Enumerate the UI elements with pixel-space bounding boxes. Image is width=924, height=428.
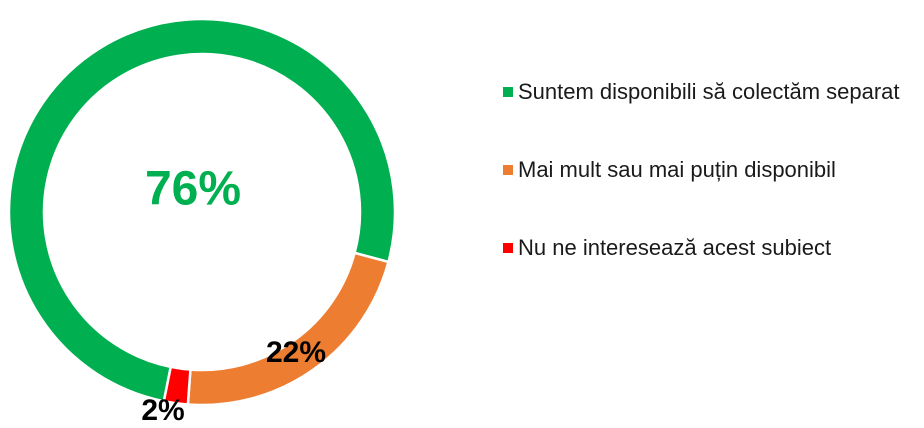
legend-item: Nu ne interesează acest subiect: [500, 230, 838, 265]
data-label: 22%: [266, 336, 326, 369]
donut-slice: [7, 17, 397, 403]
legend-item: Mai mult sau mai puțin disponibil: [500, 152, 838, 187]
legend-label: Nu ne interesează acest subiect: [518, 235, 832, 260]
data-label: 76%: [145, 163, 241, 216]
legend-label: Mai mult sau mai puțin disponibil: [518, 157, 836, 182]
legend: Suntem disponibili să colectăm separat Ma…: [500, 74, 924, 308]
data-label: 2%: [141, 394, 184, 427]
legend-swatch: [503, 87, 513, 97]
legend-swatch: [503, 165, 513, 175]
donut-slice: [186, 251, 390, 407]
legend-swatch: [503, 243, 513, 253]
donut-slice: [162, 365, 192, 406]
legend-item: Suntem disponibili să colectăm separat: [500, 74, 924, 109]
legend-label: Suntem disponibili să colectăm separat: [518, 79, 900, 104]
